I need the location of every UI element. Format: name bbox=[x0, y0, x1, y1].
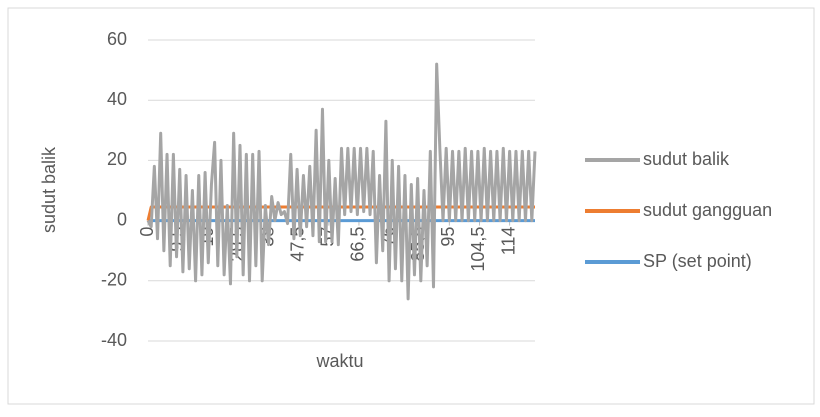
y-tick-label: 60 bbox=[107, 29, 127, 49]
x-tick-label: 95 bbox=[438, 227, 458, 247]
y-tick-label: -40 bbox=[101, 330, 127, 350]
y-tick-label: 0 bbox=[117, 209, 127, 229]
y-tick-label: 40 bbox=[107, 89, 127, 109]
x-tick-label: 47,5 bbox=[287, 227, 307, 262]
x-axis-label: waktu bbox=[315, 351, 363, 371]
legend-label: SP (set point) bbox=[643, 251, 752, 271]
y-tick-label: -20 bbox=[101, 270, 127, 290]
series-line bbox=[146, 62, 537, 301]
x-tick-label: 66,5 bbox=[348, 227, 368, 262]
x-tick-label: 0 bbox=[137, 227, 157, 237]
y-axis-label: sudut balik bbox=[39, 146, 59, 233]
legend-label: sudut balik bbox=[643, 149, 730, 169]
legend-label: sudut gangguan bbox=[643, 200, 772, 220]
y-tick-label: 20 bbox=[107, 149, 127, 169]
x-tick-label: 104,5 bbox=[468, 227, 488, 272]
x-tick-label: 114 bbox=[498, 227, 518, 256]
